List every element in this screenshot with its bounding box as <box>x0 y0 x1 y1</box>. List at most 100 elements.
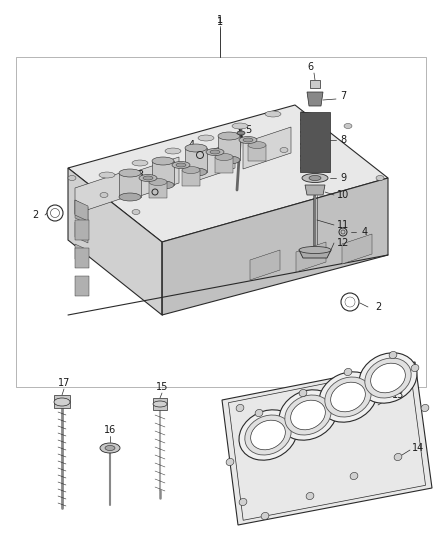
Polygon shape <box>119 173 141 197</box>
Ellipse shape <box>185 168 207 176</box>
Polygon shape <box>182 170 200 186</box>
Ellipse shape <box>100 443 120 453</box>
Polygon shape <box>222 362 432 525</box>
Ellipse shape <box>306 492 314 499</box>
Polygon shape <box>75 220 89 240</box>
Polygon shape <box>75 244 88 265</box>
Ellipse shape <box>237 131 245 135</box>
Ellipse shape <box>198 135 214 141</box>
Polygon shape <box>75 248 89 268</box>
Ellipse shape <box>68 175 76 181</box>
Text: 7: 7 <box>340 91 346 101</box>
Ellipse shape <box>206 149 224 156</box>
Ellipse shape <box>376 175 384 181</box>
Ellipse shape <box>251 420 285 450</box>
Ellipse shape <box>331 382 365 412</box>
Polygon shape <box>299 250 331 258</box>
Polygon shape <box>75 172 123 214</box>
Ellipse shape <box>100 192 108 198</box>
Ellipse shape <box>371 363 405 393</box>
Ellipse shape <box>182 166 200 174</box>
Polygon shape <box>300 112 330 172</box>
Text: 5: 5 <box>245 125 251 135</box>
Ellipse shape <box>245 415 291 455</box>
Ellipse shape <box>226 458 234 466</box>
Ellipse shape <box>165 148 181 154</box>
Text: 1: 1 <box>217 15 223 25</box>
Text: 4: 4 <box>189 140 195 150</box>
Ellipse shape <box>394 454 402 461</box>
Ellipse shape <box>176 163 186 167</box>
Ellipse shape <box>291 400 325 430</box>
Polygon shape <box>307 92 323 106</box>
Ellipse shape <box>149 179 167 185</box>
Ellipse shape <box>152 157 174 165</box>
Text: 2: 2 <box>32 210 38 220</box>
Polygon shape <box>305 185 325 195</box>
Ellipse shape <box>218 156 240 164</box>
Text: 9: 9 <box>340 173 346 183</box>
Text: 10: 10 <box>337 190 349 200</box>
Ellipse shape <box>265 111 281 117</box>
Text: 15: 15 <box>156 382 168 392</box>
Text: 1: 1 <box>217 17 223 27</box>
Ellipse shape <box>210 150 220 154</box>
Ellipse shape <box>236 405 244 411</box>
Ellipse shape <box>132 209 140 214</box>
Ellipse shape <box>232 123 248 129</box>
Polygon shape <box>75 222 88 243</box>
Ellipse shape <box>299 390 307 397</box>
Polygon shape <box>16 57 426 387</box>
Polygon shape <box>54 395 70 408</box>
Text: 16: 16 <box>104 425 116 435</box>
Ellipse shape <box>99 172 115 178</box>
Ellipse shape <box>153 401 167 407</box>
Text: 11: 11 <box>337 220 349 230</box>
Ellipse shape <box>280 148 288 152</box>
Polygon shape <box>75 200 88 221</box>
Ellipse shape <box>239 498 247 506</box>
Ellipse shape <box>365 358 411 398</box>
Ellipse shape <box>54 398 70 406</box>
Polygon shape <box>296 242 326 272</box>
Ellipse shape <box>119 169 141 177</box>
Ellipse shape <box>132 160 148 166</box>
Text: 3: 3 <box>137 170 143 180</box>
Polygon shape <box>131 157 179 199</box>
Polygon shape <box>243 127 291 169</box>
Ellipse shape <box>421 405 429 411</box>
Polygon shape <box>310 80 320 88</box>
Ellipse shape <box>105 446 115 450</box>
Ellipse shape <box>243 138 253 142</box>
Text: 2: 2 <box>375 302 381 312</box>
Polygon shape <box>68 168 162 315</box>
Ellipse shape <box>309 175 321 181</box>
Ellipse shape <box>215 154 233 160</box>
Polygon shape <box>187 142 235 184</box>
Ellipse shape <box>261 512 269 520</box>
Ellipse shape <box>299 246 331 254</box>
Ellipse shape <box>248 141 266 149</box>
Polygon shape <box>342 234 372 264</box>
Polygon shape <box>215 157 233 173</box>
Ellipse shape <box>302 174 328 182</box>
Ellipse shape <box>239 136 257 143</box>
Ellipse shape <box>359 353 417 403</box>
Ellipse shape <box>325 377 371 417</box>
Ellipse shape <box>139 174 157 182</box>
Text: 12: 12 <box>337 238 349 248</box>
Text: 14: 14 <box>412 443 424 453</box>
Polygon shape <box>152 161 174 185</box>
Polygon shape <box>162 178 388 315</box>
Ellipse shape <box>279 390 337 440</box>
Ellipse shape <box>152 181 174 189</box>
Polygon shape <box>185 148 207 172</box>
Text: 8: 8 <box>340 135 346 145</box>
Ellipse shape <box>218 132 240 140</box>
Text: 4: 4 <box>362 227 368 237</box>
Ellipse shape <box>143 176 153 180</box>
Ellipse shape <box>239 410 297 460</box>
Text: 17: 17 <box>58 378 70 388</box>
Ellipse shape <box>255 409 263 417</box>
Ellipse shape <box>350 472 358 480</box>
